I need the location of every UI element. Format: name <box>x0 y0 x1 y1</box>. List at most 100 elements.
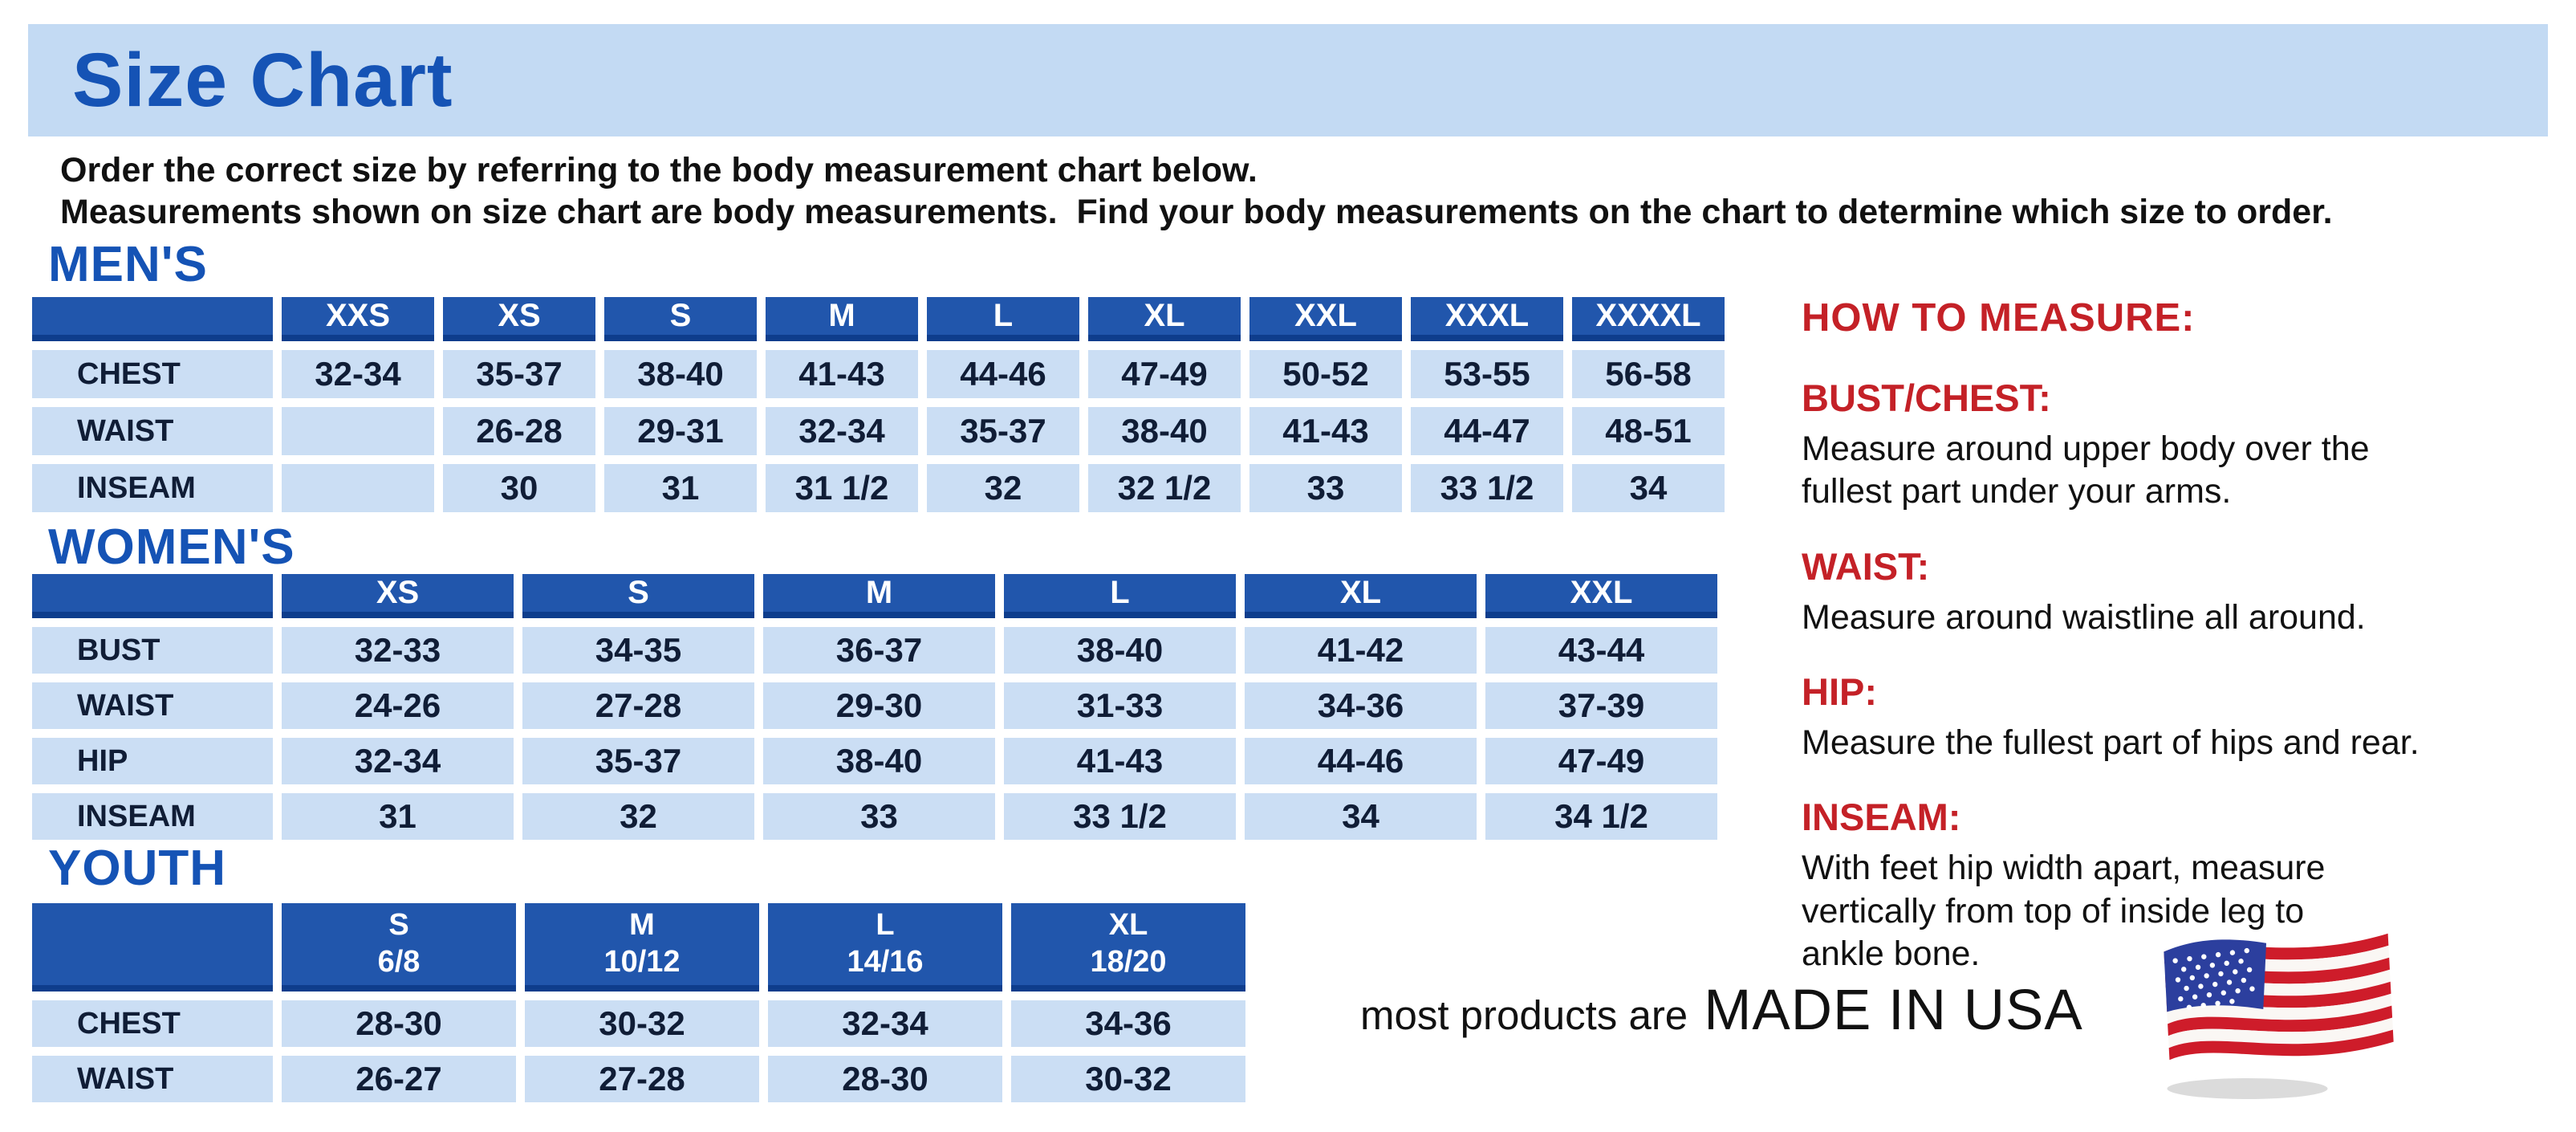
size-cell: 35-37 <box>522 738 754 784</box>
made-in-usa-text: most products are MADE IN USA <box>1360 978 2083 1043</box>
size-column-header: S <box>604 297 757 341</box>
age-range-label: 10/12 <box>603 945 681 979</box>
size-cell: 37-39 <box>1485 682 1717 729</box>
size-cell: 24-26 <box>282 682 514 729</box>
intro-paragraph: Order the correct size by referring to t… <box>60 151 2333 232</box>
size-cell <box>282 464 434 512</box>
size-cell: 32 <box>927 464 1079 512</box>
corner-cell <box>32 574 273 618</box>
size-cell: 41-42 <box>1245 627 1477 674</box>
size-cell: 47-49 <box>1485 738 1717 784</box>
size-cell: 28-30 <box>282 1000 516 1047</box>
row-label: INSEAM <box>32 793 273 840</box>
table-row: INSEAM 31 32 33 33 1/2 34 34 1/2 <box>32 793 1717 840</box>
size-column-header: L <box>927 297 1079 341</box>
size-cell: 38-40 <box>763 738 995 784</box>
size-cell: 35-37 <box>443 350 595 398</box>
size-cell: 26-27 <box>282 1056 516 1102</box>
table-row: WAIST 26-27 27-28 28-30 30-32 <box>32 1056 1245 1102</box>
size-cell: 44-46 <box>927 350 1079 398</box>
us-flag-icon <box>2164 933 2394 1099</box>
table-header-row: XXS XS S M L XL XXL XXXL XXXXL <box>32 297 1725 341</box>
size-cell: 53-55 <box>1411 350 1563 398</box>
table-row: WAIST 26-28 29-31 32-34 35-37 38-40 41-4… <box>32 407 1725 455</box>
womens-section-heading: WOMEN'S <box>48 519 295 575</box>
age-range-label: 6/8 <box>377 945 421 979</box>
size-cell: 31 1/2 <box>766 464 918 512</box>
size-cell: 34 <box>1245 793 1477 840</box>
size-label: L <box>876 908 895 943</box>
size-cell: 38-40 <box>604 350 757 398</box>
size-column-header: XXL <box>1249 297 1402 341</box>
size-column-header: XL <box>1245 574 1477 618</box>
size-cell: 38-40 <box>1088 407 1241 455</box>
size-cell: 29-30 <box>763 682 995 729</box>
size-cell: 41-43 <box>1249 407 1402 455</box>
size-column-header: XL <box>1088 297 1241 341</box>
age-range-label: 18/20 <box>1090 945 1167 979</box>
size-cell: 34 1/2 <box>1485 793 1717 840</box>
table-row: HIP 32-34 35-37 38-40 41-43 44-46 47-49 <box>32 738 1717 784</box>
row-label: WAIST <box>32 682 273 729</box>
measure-section-text: With feet hip width apart, measure verti… <box>1802 849 2326 973</box>
size-column-header: S 6/8 <box>282 903 516 992</box>
size-cell: 36-37 <box>763 627 995 674</box>
size-column-header: XXXL <box>1411 297 1563 341</box>
size-cell: 27-28 <box>525 1056 759 1102</box>
how-to-measure-panel: HOW TO MEASURE: BUST/CHEST: Measure arou… <box>1802 295 2564 975</box>
mens-size-table: XXS XS S M L XL XXL XXXL XXXXL CHEST 32-… <box>23 288 1733 521</box>
size-column-header: XS <box>443 297 595 341</box>
size-cell: 56-58 <box>1572 350 1725 398</box>
table-row: CHEST 32-34 35-37 38-40 41-43 44-46 47-4… <box>32 350 1725 398</box>
size-label: S <box>388 908 409 943</box>
size-cell: 32-33 <box>282 627 514 674</box>
size-cell: 31 <box>604 464 757 512</box>
row-label: HIP <box>32 738 273 784</box>
size-column-header: XS <box>282 574 514 618</box>
size-column-header: XXS <box>282 297 434 341</box>
size-column-header: L 14/16 <box>768 903 1002 992</box>
size-cell: 32-34 <box>766 407 918 455</box>
size-column-header: XL 18/20 <box>1011 903 1245 992</box>
size-column-header: XXXXL <box>1572 297 1725 341</box>
measure-section-label: WAIST: <box>1802 544 1930 588</box>
table-header-row: XS S M L XL XXL <box>32 574 1717 618</box>
size-cell: 34-35 <box>522 627 754 674</box>
table-row: WAIST 24-26 27-28 29-30 31-33 34-36 37-3… <box>32 682 1717 729</box>
size-cell: 32 <box>522 793 754 840</box>
row-label: WAIST <box>32 1056 273 1102</box>
measure-section-text: Measure around upper body over the fulle… <box>1802 430 2370 511</box>
size-cell: 43-44 <box>1485 627 1717 674</box>
size-cell: 31-33 <box>1004 682 1236 729</box>
size-cell: 30-32 <box>525 1000 759 1047</box>
row-label: INSEAM <box>32 464 273 512</box>
size-cell: 30 <box>443 464 595 512</box>
measure-section-label: HIP: <box>1802 670 1877 713</box>
measure-section-label: INSEAM: <box>1802 796 1961 839</box>
size-cell: 34-36 <box>1245 682 1477 729</box>
corner-cell <box>32 297 273 341</box>
corner-cell <box>32 903 273 992</box>
row-label: CHEST <box>32 350 273 398</box>
size-cell: 44-46 <box>1245 738 1477 784</box>
made-in-usa-prefix: most products are <box>1360 992 1688 1038</box>
size-column-header: XXL <box>1485 574 1717 618</box>
page-title: Size Chart <box>72 37 453 123</box>
size-label: XL <box>1108 908 1148 943</box>
size-cell: 27-28 <box>522 682 754 729</box>
row-label: BUST <box>32 627 273 674</box>
size-cell: 28-30 <box>768 1056 1002 1102</box>
size-cell: 41-43 <box>1004 738 1236 784</box>
size-cell: 48-51 <box>1572 407 1725 455</box>
size-column-header: L <box>1004 574 1236 618</box>
size-cell: 29-31 <box>604 407 757 455</box>
how-to-measure-heading: HOW TO MEASURE: <box>1802 296 2196 340</box>
row-label: CHEST <box>32 1000 273 1047</box>
size-cell: 35-37 <box>927 407 1079 455</box>
size-column-header: M <box>766 297 918 341</box>
age-range-label: 14/16 <box>847 945 924 979</box>
size-cell: 33 1/2 <box>1411 464 1563 512</box>
size-cell: 33 <box>763 793 995 840</box>
youth-section-heading: YOUTH <box>48 841 226 896</box>
size-cell: 50-52 <box>1249 350 1402 398</box>
